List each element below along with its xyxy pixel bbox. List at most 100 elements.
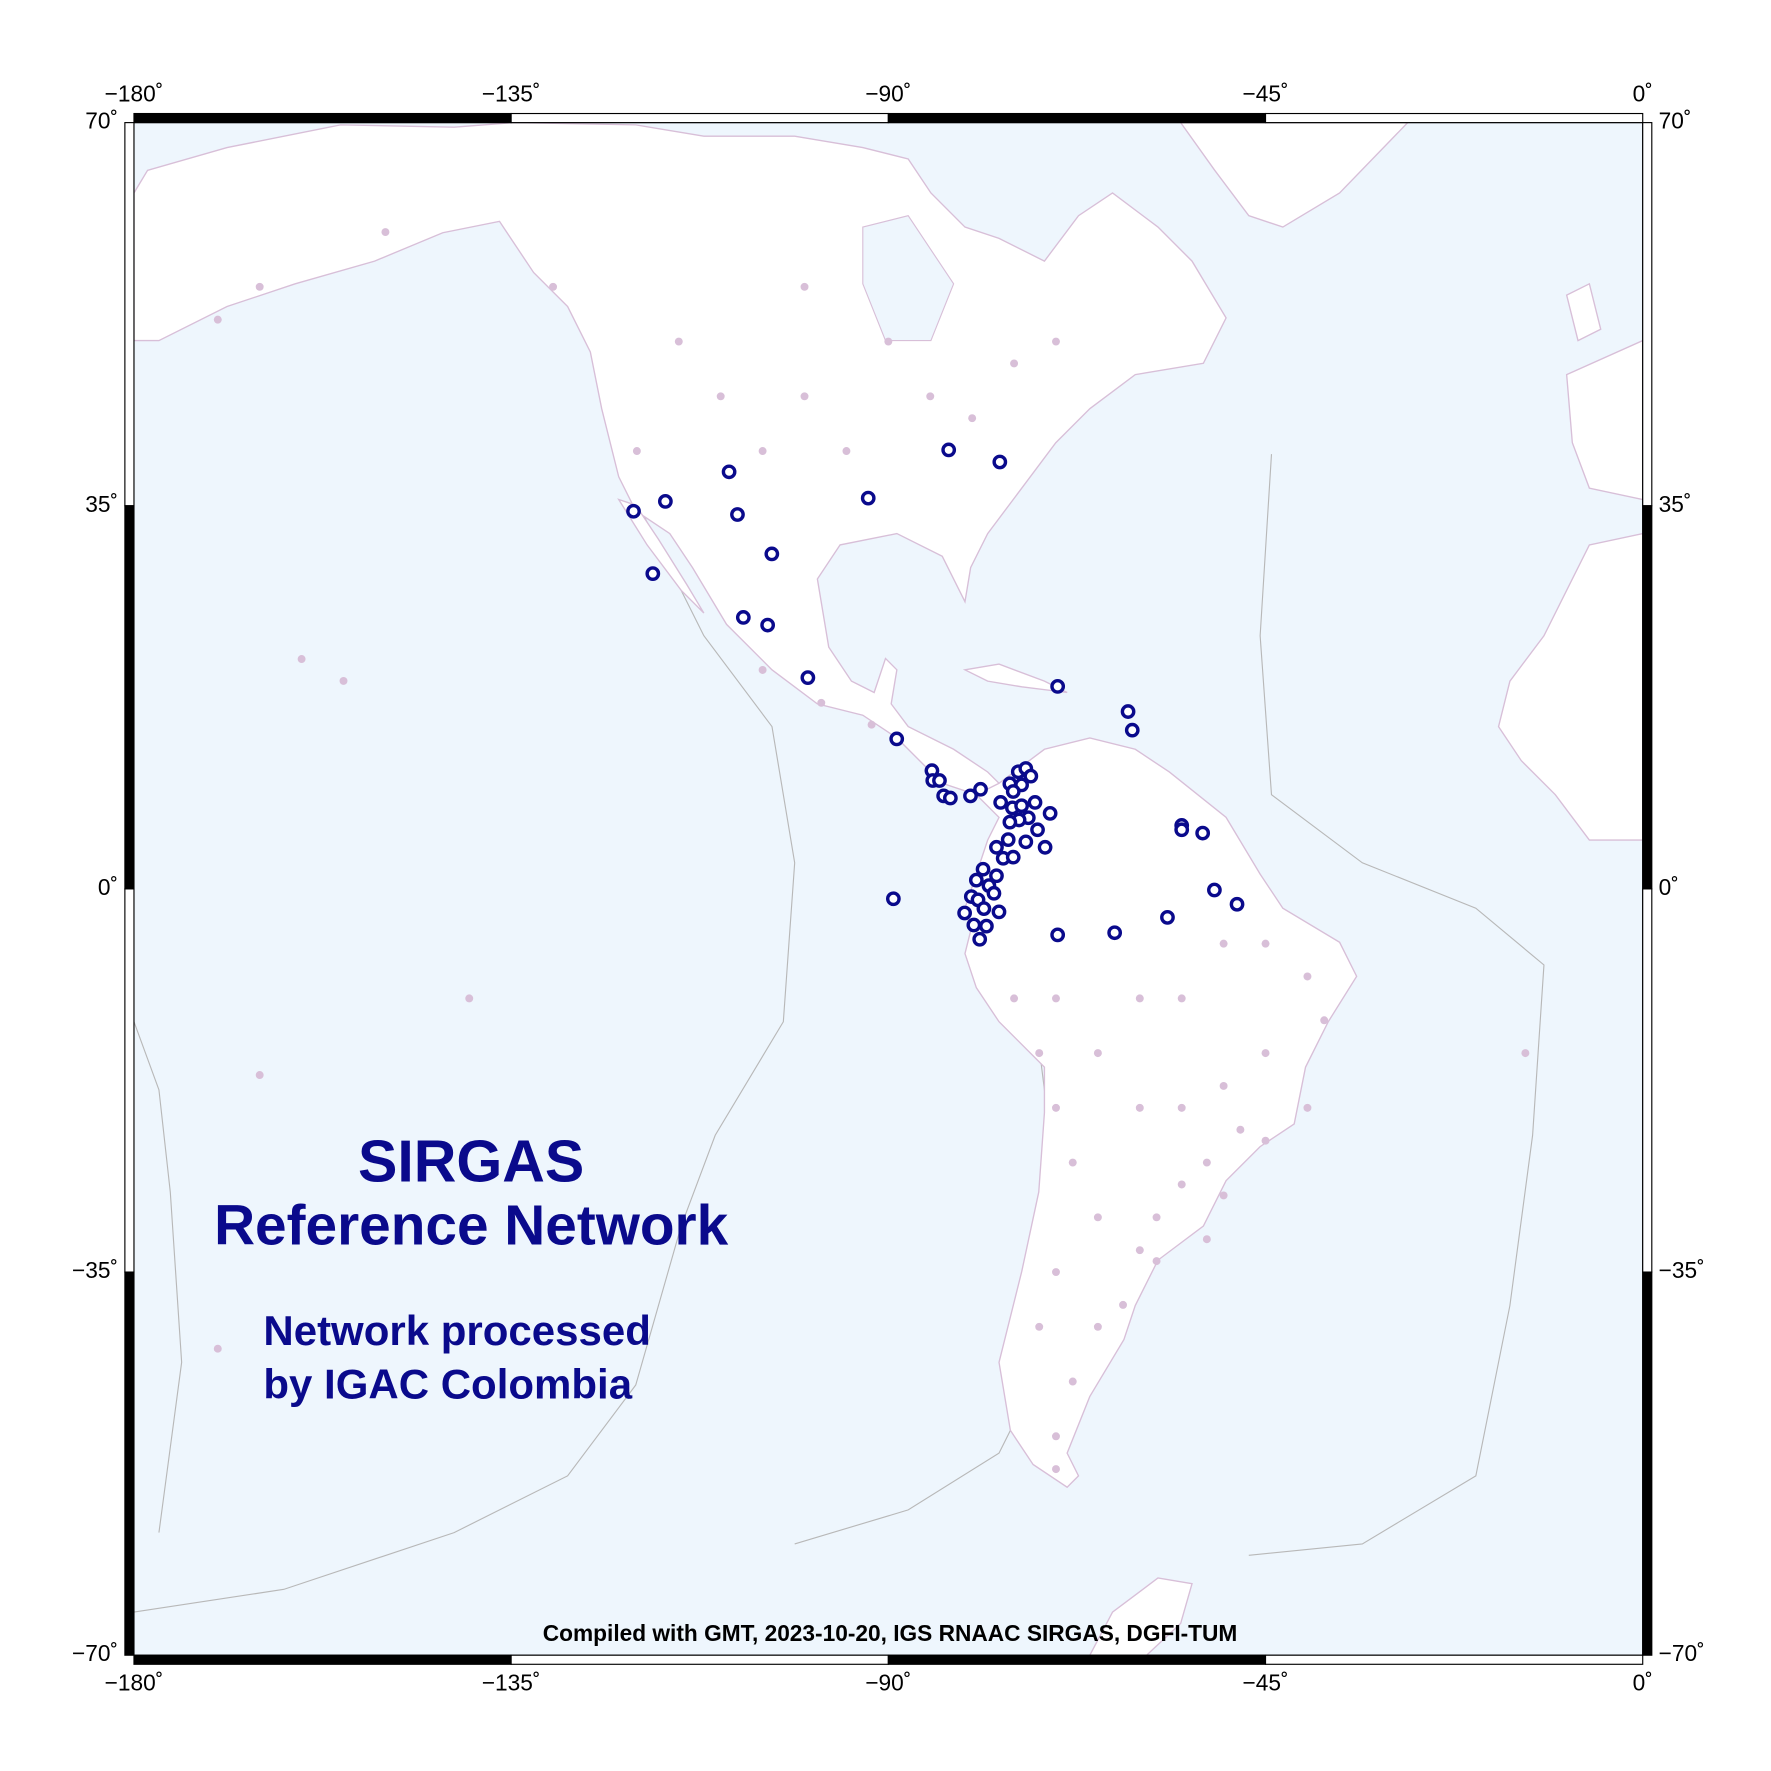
network-station bbox=[1093, 1049, 1102, 1058]
network-station bbox=[1052, 337, 1060, 346]
processed-station bbox=[1207, 882, 1222, 898]
network-station bbox=[867, 720, 876, 729]
x-tick-label: −90˚ bbox=[865, 80, 911, 106]
processed-station bbox=[860, 490, 876, 506]
frame-segment bbox=[510, 112, 889, 124]
network-station bbox=[1035, 1049, 1044, 1058]
processed-station bbox=[986, 885, 1002, 901]
y-tick-label: −70˚ bbox=[72, 1640, 118, 1666]
network-station bbox=[1052, 1432, 1060, 1441]
processed-station bbox=[973, 781, 988, 797]
map-root: −180˚ −180˚ −135˚ −135˚ −90˚ −90˚ −45˚ −45˚ 0˚ 0˚… bbox=[72, 80, 1705, 1695]
processed-station bbox=[989, 839, 1004, 855]
processed-station bbox=[991, 904, 1007, 920]
frame-segment bbox=[887, 1654, 1267, 1665]
network-station bbox=[1303, 1103, 1312, 1112]
y-tick-label: 35˚ bbox=[85, 491, 118, 517]
south-america bbox=[964, 737, 1358, 1489]
frame-segment bbox=[124, 122, 135, 507]
network-station bbox=[1219, 1191, 1228, 1200]
processed-station bbox=[989, 868, 1004, 884]
network-station bbox=[1152, 1257, 1161, 1266]
network-station bbox=[884, 337, 893, 346]
processed-station bbox=[735, 610, 751, 625]
network-station bbox=[1010, 359, 1019, 368]
frame-segment bbox=[1264, 112, 1644, 124]
x-tick-label: −45˚ bbox=[1243, 80, 1289, 106]
network-station bbox=[842, 447, 851, 455]
frame-segment bbox=[133, 1654, 512, 1665]
processed-station bbox=[1050, 679, 1066, 694]
network-station bbox=[632, 447, 641, 455]
tick-labels: −180˚ −180˚ −135˚ −135˚ −90˚ −90˚ −45˚ −45˚ 0˚ 0˚… bbox=[72, 80, 1705, 1695]
processed-station bbox=[889, 731, 905, 747]
processed-station bbox=[992, 454, 1008, 470]
network-station bbox=[1135, 994, 1144, 1003]
processed-station bbox=[963, 788, 978, 804]
processed-station bbox=[800, 670, 816, 686]
frame-segment bbox=[510, 1654, 889, 1665]
europe bbox=[1565, 339, 1644, 501]
y-tick-label: 0˚ bbox=[1659, 874, 1679, 900]
network-station bbox=[1177, 994, 1186, 1003]
network-station bbox=[1052, 1103, 1060, 1112]
y-tick-label: 70˚ bbox=[1659, 108, 1692, 134]
processed-station bbox=[1174, 822, 1190, 838]
processed-station bbox=[1229, 896, 1245, 912]
north-america bbox=[133, 121, 1227, 796]
processed-station bbox=[1195, 825, 1211, 841]
x-tick-label: 0˚ bbox=[1633, 1670, 1653, 1696]
network-station bbox=[339, 676, 348, 685]
frame-segment bbox=[1642, 888, 1653, 1273]
network-station bbox=[1035, 1322, 1044, 1331]
processed-station bbox=[957, 905, 972, 921]
processed-station bbox=[1027, 795, 1043, 810]
processed-station bbox=[968, 872, 984, 888]
processed-station bbox=[1000, 832, 1016, 848]
network-station bbox=[549, 282, 558, 291]
frame-segment bbox=[124, 1271, 135, 1656]
processed-station bbox=[1030, 822, 1045, 838]
processed-station bbox=[764, 546, 780, 562]
x-tick-label: −90˚ bbox=[865, 1670, 911, 1696]
y-tick-label: 70˚ bbox=[85, 108, 118, 134]
network-station bbox=[1219, 939, 1228, 948]
network-station bbox=[758, 447, 767, 455]
processed-station bbox=[979, 918, 994, 934]
processed-station bbox=[942, 790, 958, 806]
note-line: by IGAC Colombia bbox=[263, 1360, 632, 1407]
map-subtitle: Reference Network bbox=[214, 1194, 729, 1257]
processed-station bbox=[730, 507, 745, 522]
processed-station bbox=[1107, 925, 1123, 941]
network-station bbox=[800, 282, 809, 291]
processed-station bbox=[1120, 704, 1136, 719]
network-station bbox=[1177, 1103, 1186, 1112]
network-station bbox=[758, 665, 767, 674]
processed-station bbox=[760, 617, 776, 633]
processed-station bbox=[1002, 814, 1018, 830]
network-station bbox=[255, 282, 264, 291]
processed-station bbox=[1042, 805, 1058, 821]
britain bbox=[1565, 282, 1602, 342]
processed-station bbox=[1160, 909, 1175, 925]
network-station bbox=[1068, 1158, 1077, 1167]
network-station bbox=[1261, 1136, 1270, 1145]
land bbox=[133, 121, 1644, 1656]
plate-boundary bbox=[1248, 454, 1545, 1556]
note-line: Network processed bbox=[263, 1307, 650, 1354]
network-station bbox=[213, 1344, 222, 1353]
network-station bbox=[1202, 1235, 1211, 1244]
processed-station bbox=[976, 901, 992, 916]
x-tick-label: −45˚ bbox=[1243, 1670, 1289, 1696]
network-station bbox=[968, 414, 977, 423]
processed-station bbox=[941, 442, 957, 458]
network-station bbox=[381, 228, 390, 237]
y-tick-label: 35˚ bbox=[1659, 491, 1692, 517]
network-station bbox=[1236, 1125, 1245, 1134]
network-station bbox=[1052, 994, 1060, 1003]
processed-station bbox=[966, 917, 982, 933]
processed-station bbox=[1023, 768, 1039, 784]
processed-station bbox=[932, 773, 947, 788]
frame-segment bbox=[133, 112, 512, 124]
x-tick-label: −135˚ bbox=[482, 1670, 541, 1696]
